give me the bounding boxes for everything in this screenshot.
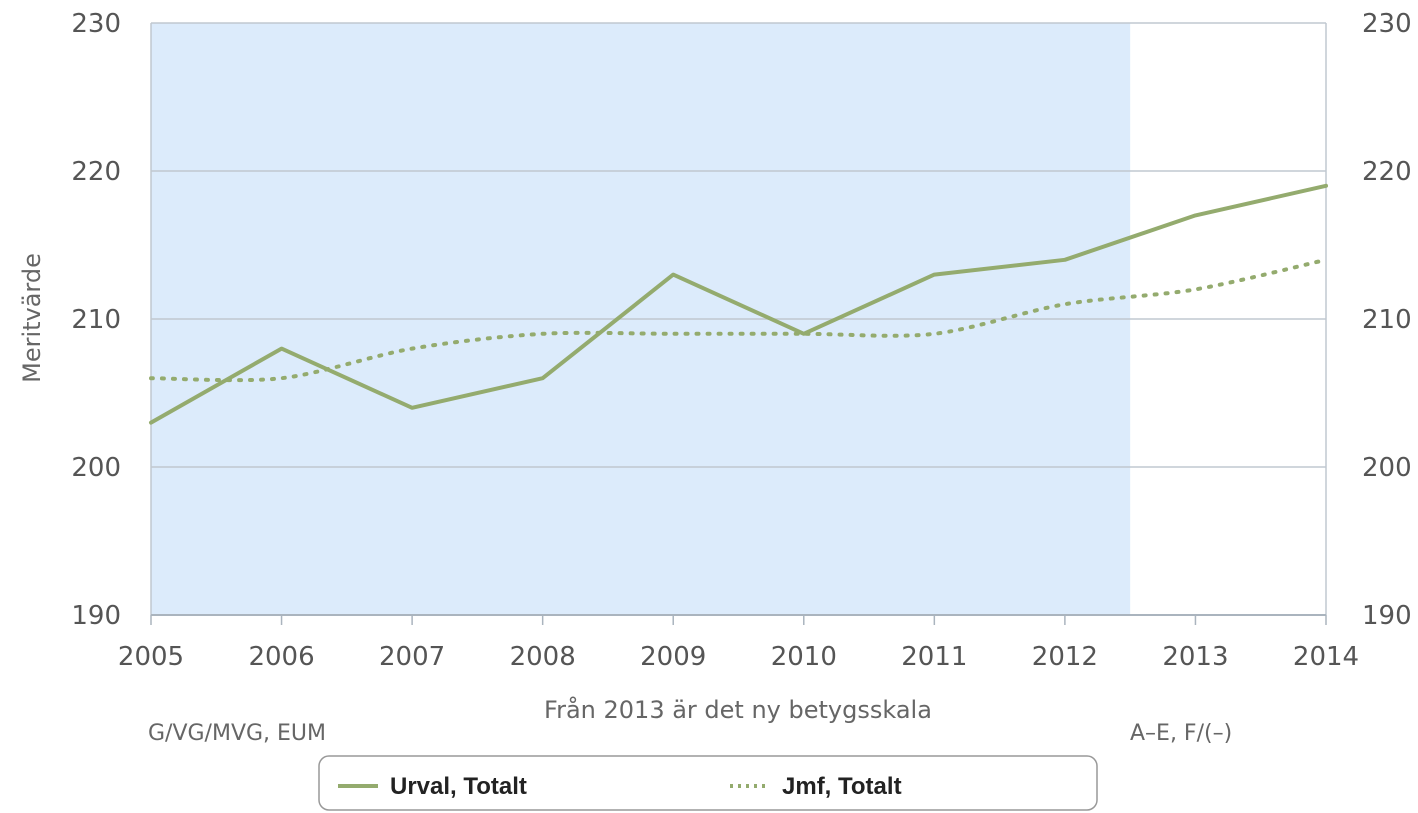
x-tick-label-2006: 2006 [248, 642, 314, 672]
x-axis-ticks: 2005 2006 2007 2008 2009 2010 2011 2012 2013 2014 [118, 615, 1359, 672]
y-axis-title: Meritvärde [18, 253, 46, 383]
scale-note-new: A–E, F/(–) [1130, 721, 1232, 746]
y-axis-left-ticks: 190 200 210 220 230 [71, 9, 121, 631]
y-axis-right-ticks: 190 200 210 220 230 [1362, 9, 1412, 631]
x-tick-label-2010: 2010 [771, 642, 837, 672]
y-tick-right-200: 200 [1362, 453, 1412, 483]
legend-box [318, 755, 1098, 811]
x-tick-label-2005: 2005 [118, 642, 184, 672]
y-tick-right-190: 190 [1362, 601, 1412, 631]
y-tick-right-230: 230 [1362, 9, 1412, 39]
legend-label-urval: Urval, Totalt [390, 773, 527, 800]
x-tick-label-2012: 2012 [1032, 642, 1098, 672]
series-line-jmf [149, 257, 1328, 383]
y-tick-right-210: 210 [1362, 305, 1412, 335]
x-tick-label-2009: 2009 [640, 642, 706, 672]
y-tick-left-190: 190 [71, 601, 121, 631]
legend-label-jmf: Jmf, Totalt [782, 773, 902, 800]
scale-note-old: G/VG/MVG, EUM [148, 721, 326, 746]
series-layer [149, 183, 1328, 425]
y-tick-left-220: 220 [71, 157, 121, 187]
x-tick-label-2008: 2008 [510, 642, 576, 672]
x-tick-label-2014: 2014 [1293, 642, 1359, 672]
y-tick-left-230: 230 [71, 9, 121, 39]
x-axis-title: Från 2013 är det ny betygsskala [544, 695, 932, 724]
x-tick-label-2007: 2007 [379, 642, 445, 672]
y-tick-left-200: 200 [71, 453, 121, 483]
y-tick-left-210: 210 [71, 305, 121, 335]
x-tick-label-2011: 2011 [901, 642, 967, 672]
legend: Urval, Totalt Jmf, Totalt [318, 755, 1098, 811]
y-tick-right-220: 220 [1362, 157, 1412, 187]
x-tick-label-2013: 2013 [1162, 642, 1228, 672]
series-line-urval [149, 183, 1328, 425]
